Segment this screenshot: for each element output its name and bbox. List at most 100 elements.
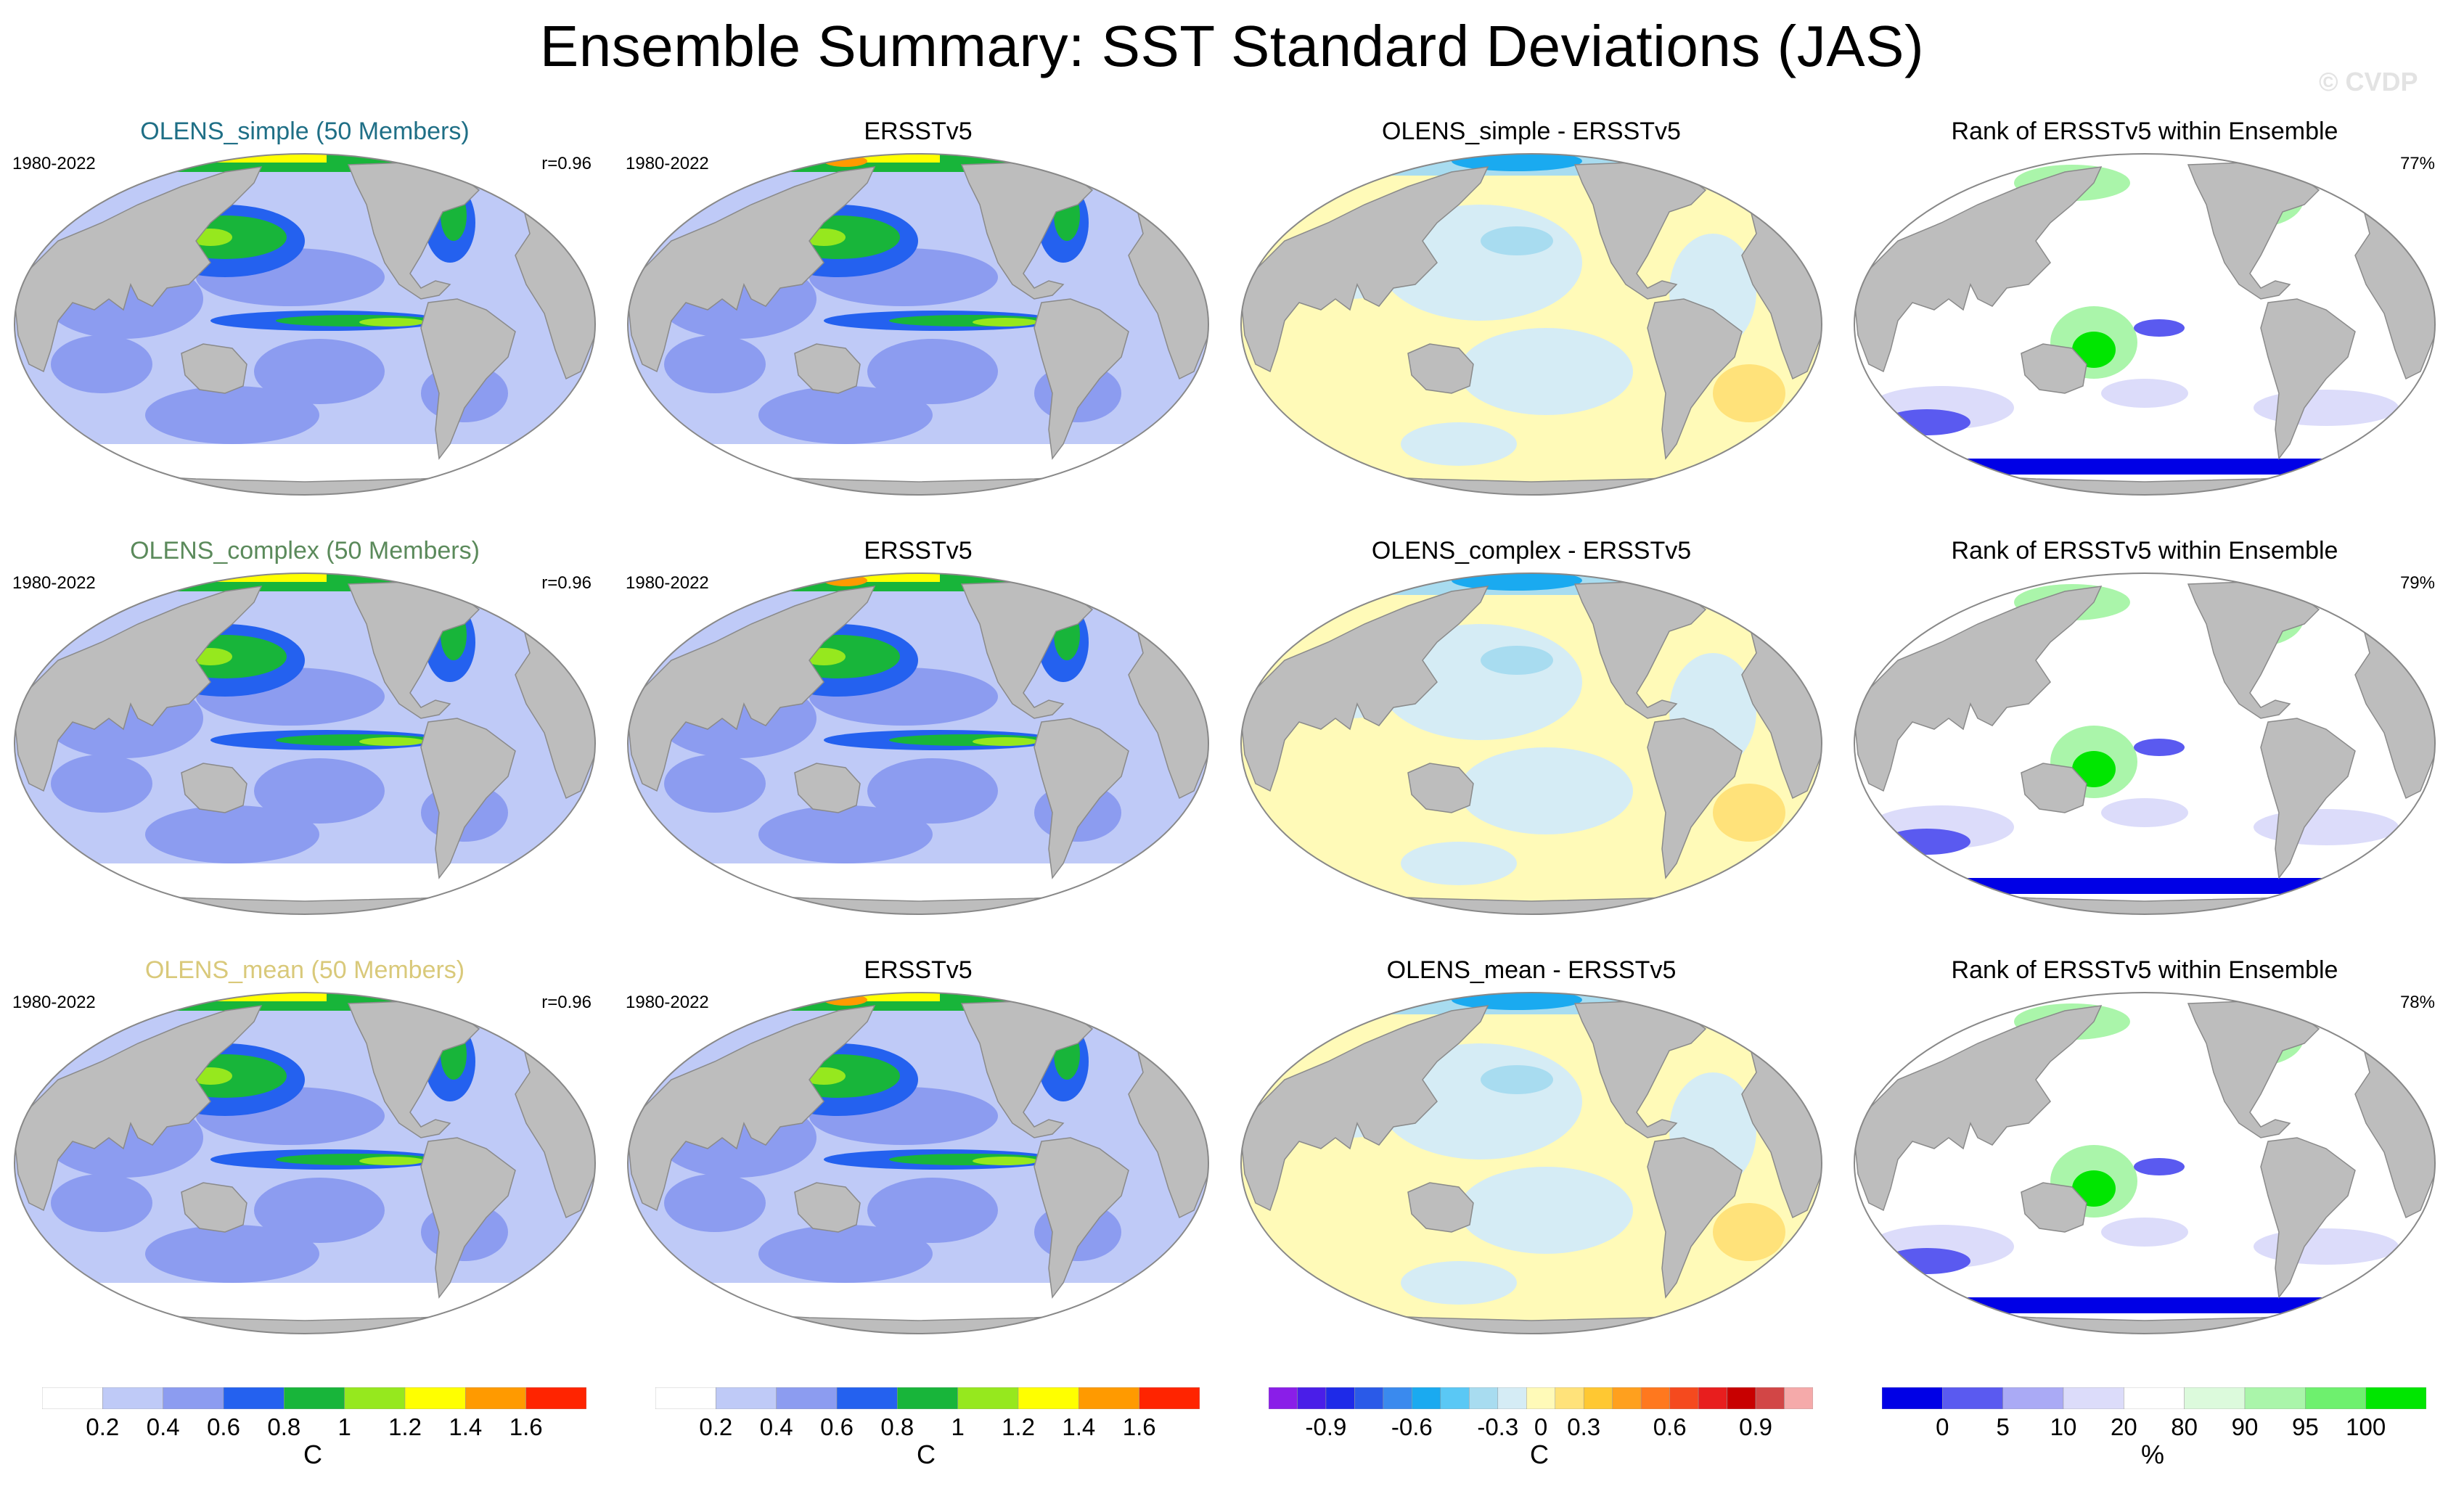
colorbar-swatch bbox=[1354, 1387, 1384, 1409]
colorbar-tick-label: 90 bbox=[2231, 1413, 2259, 1440]
colorbar-swatch bbox=[2124, 1387, 2185, 1409]
period-label: 1980-2022 bbox=[12, 154, 96, 173]
colorbar-unit: C bbox=[303, 1440, 322, 1469]
colorbar-tick-label: 0.2 bbox=[86, 1413, 120, 1440]
rank-map-row-1 bbox=[1854, 153, 2436, 496]
colorbar-swatch bbox=[1882, 1387, 1943, 1409]
colorbar-swatch bbox=[525, 1387, 586, 1409]
period-label: 1980-2022 bbox=[626, 573, 709, 593]
colorbar-swatch bbox=[223, 1387, 285, 1409]
diff-map-row-3 bbox=[1240, 992, 1822, 1334]
map-frame bbox=[627, 992, 1209, 1334]
sst-colorbar-2 bbox=[655, 1387, 1200, 1409]
colorbar-swatch bbox=[1325, 1387, 1355, 1409]
colorbar-tick-label: 0.4 bbox=[759, 1413, 793, 1440]
diff-map-row-1 bbox=[1240, 153, 1822, 496]
model-map-row-1 bbox=[14, 153, 596, 496]
colorbar-tick-label: 1.2 bbox=[388, 1413, 422, 1440]
difference-title: OLENS_complex - ERSSTv5 bbox=[1371, 537, 1692, 565]
model-title: OLENS_simple (50 Members) bbox=[140, 118, 470, 145]
map-frame bbox=[14, 572, 596, 915]
colorbar-swatch bbox=[1139, 1387, 1200, 1409]
colorbar-tick-label: -0.6 bbox=[1391, 1413, 1433, 1440]
model-map-row-3 bbox=[14, 992, 596, 1334]
rank-colorbar bbox=[1882, 1387, 2426, 1409]
colorbar-swatch bbox=[655, 1387, 716, 1409]
pattern-correlation: r=0.96 bbox=[541, 154, 592, 173]
colorbar-tick-label: 1 bbox=[951, 1413, 965, 1440]
colorbar-unit: C bbox=[917, 1440, 936, 1469]
map-frame bbox=[1854, 572, 2436, 915]
model-map-row-2 bbox=[14, 572, 596, 915]
colorbar-tick-label: 0.2 bbox=[699, 1413, 733, 1440]
colorbar-tick-label: 5 bbox=[1996, 1413, 2010, 1440]
colorbar-tick-label: 0 bbox=[1534, 1413, 1548, 1440]
colorbar-swatch bbox=[1669, 1387, 1699, 1409]
colorbar-tick-label: 1.6 bbox=[1122, 1413, 1156, 1440]
colorbar-swatch bbox=[1784, 1387, 1813, 1409]
colorbar-tick-label: 0.9 bbox=[1739, 1413, 1772, 1440]
difference-title: OLENS_simple - ERSSTv5 bbox=[1382, 118, 1681, 145]
obs-title: ERSSTv5 bbox=[864, 537, 973, 565]
difference-colorbar bbox=[1269, 1387, 1813, 1409]
colorbar-swatch bbox=[776, 1387, 838, 1409]
colorbar-swatch bbox=[1269, 1387, 1298, 1409]
colorbar-tick-label: 0 bbox=[1936, 1413, 1949, 1440]
colorbar-swatch bbox=[1440, 1387, 1470, 1409]
difference-title: OLENS_mean - ERSSTv5 bbox=[1386, 956, 1677, 984]
map-frame bbox=[627, 153, 1209, 496]
model-title: OLENS_complex (50 Members) bbox=[130, 537, 480, 565]
model-title: OLENS_mean (50 Members) bbox=[144, 956, 465, 984]
diff-map-row-2 bbox=[1240, 572, 1822, 915]
colorbar-tick-label: 0.4 bbox=[146, 1413, 180, 1440]
rank-percent: 78% bbox=[2399, 993, 2435, 1012]
colorbar-tick-label: 100 bbox=[2346, 1413, 2386, 1440]
colorbar-swatch bbox=[1698, 1387, 1727, 1409]
figure-title: Ensemble Summary: SST Standard Deviation… bbox=[539, 14, 1925, 78]
colorbar-swatch bbox=[836, 1387, 898, 1409]
colorbar-tick-label: 95 bbox=[2291, 1413, 2319, 1440]
colorbar-swatch bbox=[2305, 1387, 2366, 1409]
rank-percent: 77% bbox=[2399, 154, 2435, 173]
map-frame bbox=[1240, 153, 1822, 496]
colorbar-swatch bbox=[1727, 1387, 1756, 1409]
rank-title: Rank of ERSSTv5 within Ensemble bbox=[1951, 956, 2338, 984]
rank-title: Rank of ERSSTv5 within Ensemble bbox=[1951, 118, 2338, 145]
colorbar-swatch bbox=[1469, 1387, 1499, 1409]
colorbar-tick-label: 20 bbox=[2110, 1413, 2137, 1440]
colorbar-swatch bbox=[957, 1387, 1019, 1409]
period-label: 1980-2022 bbox=[12, 993, 96, 1012]
colorbar-tick-label: 1.4 bbox=[449, 1413, 483, 1440]
colorbar-swatch bbox=[1412, 1387, 1441, 1409]
colorbar-tick-label: 0.6 bbox=[820, 1413, 854, 1440]
colorbar-swatch bbox=[102, 1387, 163, 1409]
colorbar-tick-label: 0.3 bbox=[1567, 1413, 1601, 1440]
colorbar-unit: C bbox=[1530, 1440, 1549, 1469]
map-frame bbox=[14, 153, 596, 496]
colorbar-swatch bbox=[1297, 1387, 1327, 1409]
colorbar-swatch bbox=[42, 1387, 103, 1409]
colorbar-tick-label: 1 bbox=[337, 1413, 351, 1440]
colorbar-swatch bbox=[344, 1387, 406, 1409]
period-label: 1980-2022 bbox=[626, 154, 709, 173]
colorbar-swatch bbox=[163, 1387, 224, 1409]
colorbar-swatch bbox=[404, 1387, 466, 1409]
colorbar-swatch bbox=[1583, 1387, 1613, 1409]
colorbar-swatch bbox=[716, 1387, 777, 1409]
colorbar-tick-label: -0.9 bbox=[1305, 1413, 1347, 1440]
colorbar-swatch bbox=[2244, 1387, 2306, 1409]
colorbar-swatch bbox=[2365, 1387, 2426, 1409]
rank-map-row-2 bbox=[1854, 572, 2436, 915]
colorbar-swatch bbox=[897, 1387, 958, 1409]
colorbar-swatch bbox=[1755, 1387, 1785, 1409]
map-frame bbox=[627, 572, 1209, 915]
colorbar-tick-label: 1.4 bbox=[1062, 1413, 1096, 1440]
sst-colorbar-1 bbox=[42, 1387, 586, 1409]
colorbar-swatch bbox=[2063, 1387, 2124, 1409]
colorbar-tick-label: 80 bbox=[2171, 1413, 2198, 1440]
colorbar-swatch bbox=[1640, 1387, 1670, 1409]
map-frame bbox=[1854, 992, 2436, 1334]
colorbar-tick-label: 1.6 bbox=[509, 1413, 543, 1440]
colorbar-swatch bbox=[1555, 1387, 1584, 1409]
obs-map-row-2 bbox=[627, 572, 1209, 915]
